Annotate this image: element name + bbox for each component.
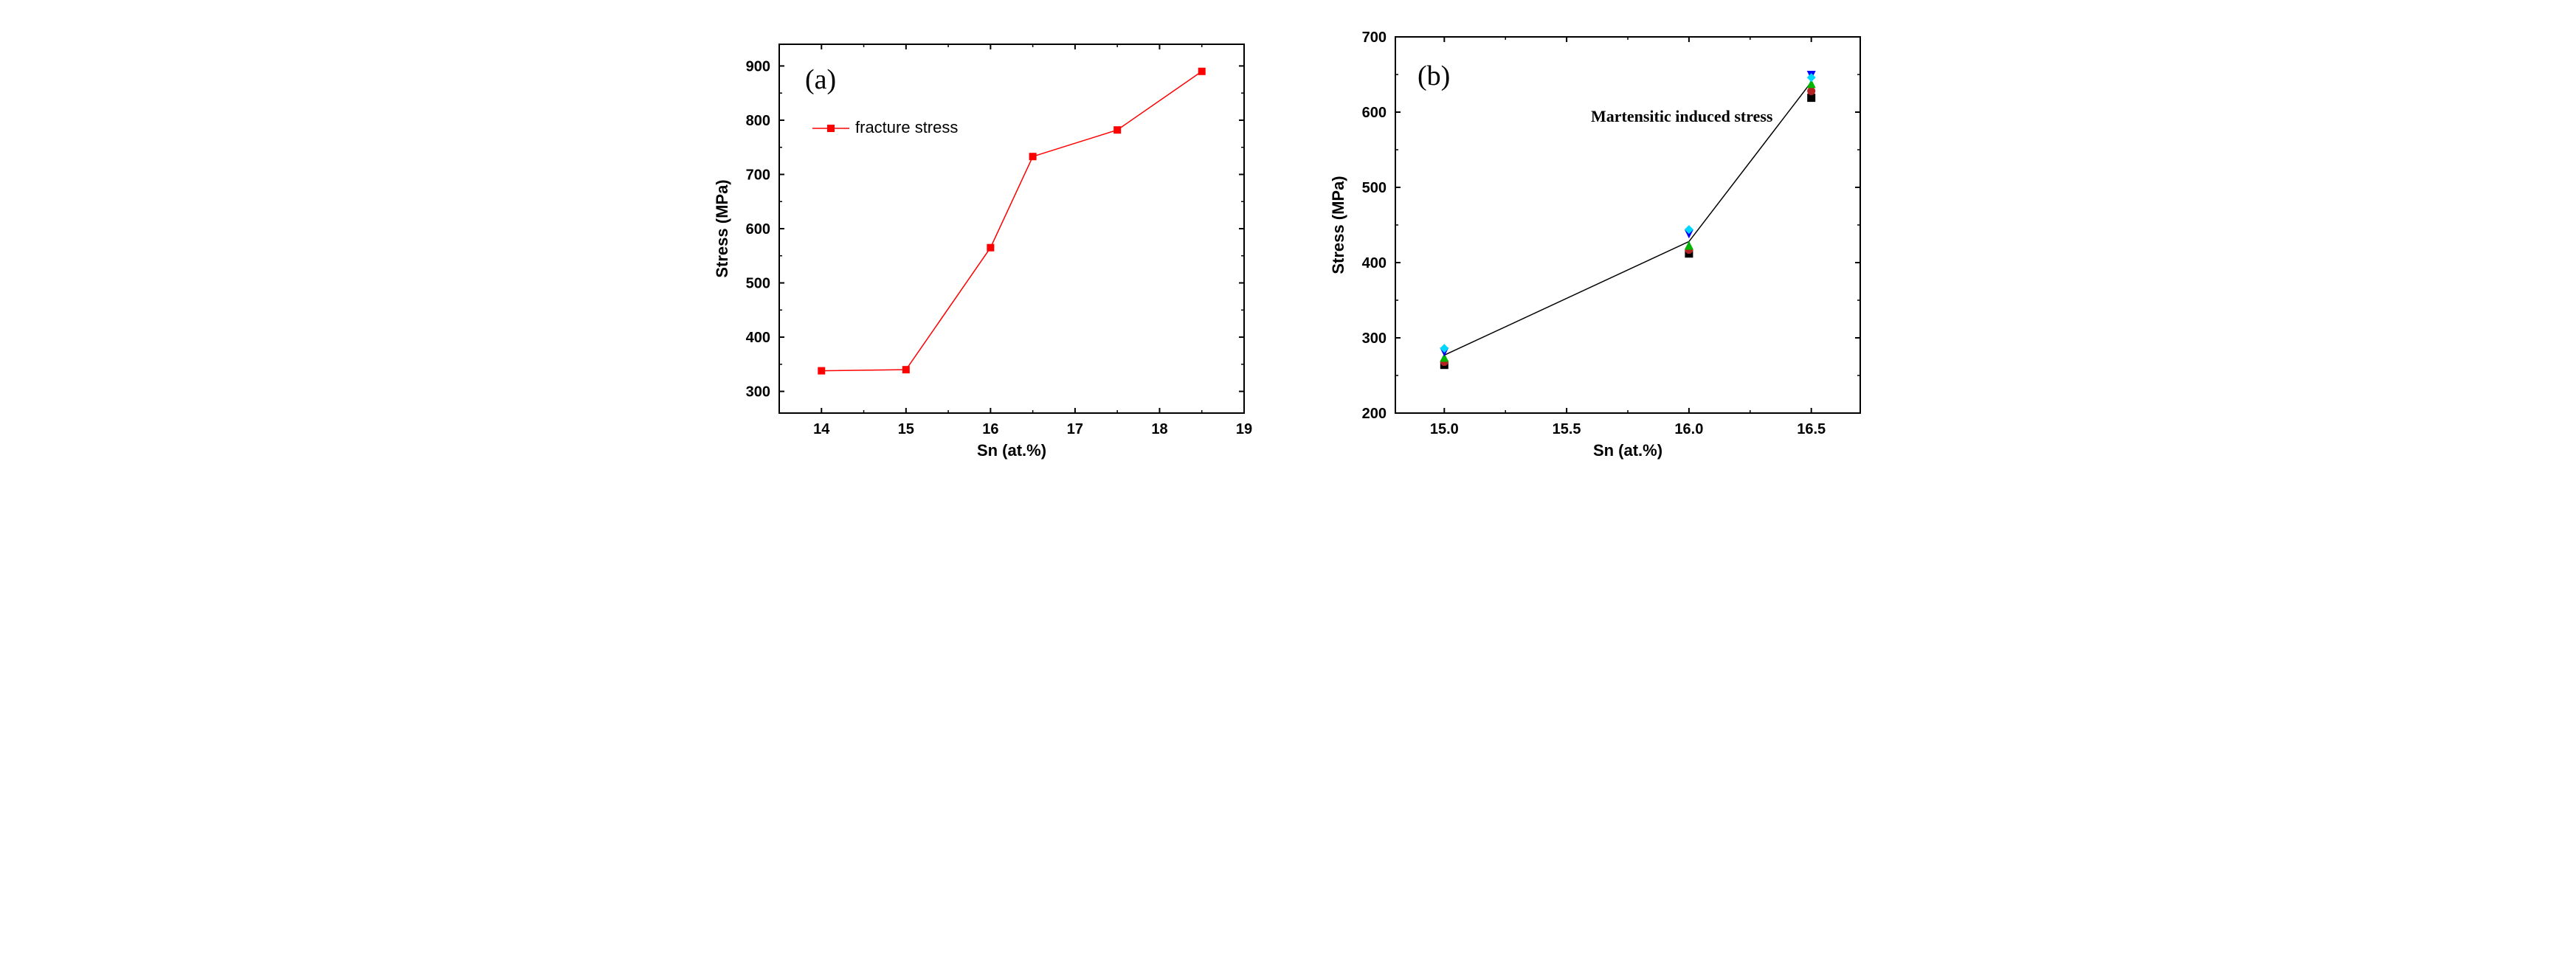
x-tick-label: 17 xyxy=(1066,421,1082,437)
x-tick-label: 18 xyxy=(1151,421,1167,437)
x-tick-label: 19 xyxy=(1235,421,1251,437)
x-tick-label: 15.5 xyxy=(1552,421,1581,437)
y-tick-label: 700 xyxy=(1361,30,1386,46)
y-tick-label: 200 xyxy=(1361,406,1386,422)
panel-label-b: (b) xyxy=(1418,60,1450,91)
x-tick-label: 15 xyxy=(897,421,914,437)
x-axis-label: Sn (at.%) xyxy=(1592,441,1662,460)
panel-label-a: (a) xyxy=(805,64,836,95)
y-tick-label: 700 xyxy=(745,167,770,183)
chart-b: 15.0 15.5 16.0 16.5 200 300 400 500 600 700 Sn (at… xyxy=(1311,15,1879,472)
y-tick-label: 500 xyxy=(1361,180,1386,196)
legend-label: fracture stress xyxy=(855,118,958,136)
y-tick-label: 800 xyxy=(745,113,770,129)
x-axis-label: Sn (at.%) xyxy=(976,441,1046,460)
y-tick-label: 500 xyxy=(745,276,770,292)
chart-b-wrapper: 15.0 15.5 16.0 16.5 200 300 400 500 600 700 Sn (at… xyxy=(1311,15,1879,472)
y-tick-label: 900 xyxy=(745,58,770,75)
y-tick-label: 400 xyxy=(1361,255,1386,271)
y-tick-label: 600 xyxy=(1361,105,1386,121)
x-tick-label: 14 xyxy=(813,421,830,437)
charts-container: 14 15 16 17 18 19 300 400 500 600 700 800 900 Sn (at.… xyxy=(15,15,2561,472)
y-tick-label: 400 xyxy=(745,330,770,346)
chart-b-title: Martensitic induced stress xyxy=(1591,107,1773,125)
chart-a-wrapper: 14 15 16 17 18 19 300 400 500 600 700 800 900 Sn (at.… xyxy=(698,15,1266,472)
x-tick-label: 16.5 xyxy=(1797,421,1826,437)
x-tick-label: 16.0 xyxy=(1674,421,1703,437)
chart-a: 14 15 16 17 18 19 300 400 500 600 700 800 900 Sn (at.… xyxy=(698,15,1266,472)
y-tick-label: 300 xyxy=(1361,330,1386,347)
y-axis-label: Stress (MPa) xyxy=(713,179,731,277)
x-tick-label: 15.0 xyxy=(1429,421,1458,437)
y-axis-label: Stress (MPa) xyxy=(1329,176,1347,274)
x-tick-label: 16 xyxy=(982,421,998,437)
y-tick-label: 600 xyxy=(745,221,770,238)
y-tick-label: 300 xyxy=(745,384,770,401)
